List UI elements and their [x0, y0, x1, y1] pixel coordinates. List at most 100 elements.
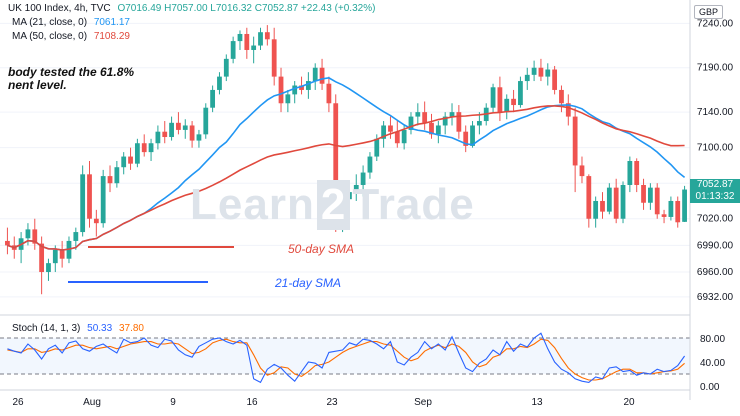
candle-body: [312, 67, 318, 82]
candle-body: [394, 131, 400, 144]
candle-body: [429, 122, 434, 135]
ma21-legend[interactable]: MA (21, close, 0) 7061.17: [12, 17, 130, 28]
candle-body: [100, 176, 106, 224]
time-tick-label: Aug: [83, 397, 101, 408]
price-tick-label: 6960.00: [697, 267, 734, 278]
note-line-2: nent level.: [8, 78, 67, 92]
candle-body: [121, 156, 127, 168]
candle-body: [271, 39, 277, 77]
ma50-label: MA (50, close, 0): [12, 31, 88, 42]
candle-body: [278, 76, 284, 104]
candle-body: [196, 134, 202, 141]
time-tick-label: 13: [531, 397, 543, 408]
candle-body: [230, 41, 236, 59]
candle-body: [251, 45, 257, 50]
candle-body: [162, 131, 168, 138]
candle-body: [237, 33, 243, 42]
candle-body: [217, 76, 222, 90]
ohlc-readout: O7016.49 H7057.00 L7016.32 C7052.87 +22.…: [117, 3, 376, 14]
candle-body: [5, 240, 10, 246]
candle-body: [299, 85, 304, 90]
candle-body: [559, 89, 564, 104]
candle-body: [476, 121, 482, 126]
candle-body: [586, 176, 592, 219]
candle-body: [600, 200, 605, 212]
candle-body: [572, 116, 578, 166]
candle-body: [39, 243, 45, 273]
candle-body: [148, 143, 154, 153]
candle-body: [169, 122, 174, 138]
candle-body: [627, 161, 633, 185]
bar-countdown-tag: 01:13:32: [690, 191, 740, 203]
note-line-1: body tested the 61.8%: [8, 65, 135, 79]
stoch-tick-label: 80.00: [700, 334, 725, 345]
time-tick-label: 20: [623, 397, 635, 408]
candle-body: [93, 218, 99, 224]
candle-body: [203, 107, 209, 135]
candle-body: [80, 174, 86, 233]
candle-body: [675, 200, 681, 223]
candle-body: [25, 229, 31, 239]
candle-body: [264, 32, 270, 40]
currency-badge[interactable]: GBP: [694, 5, 724, 19]
time-tick-label: 23: [326, 397, 338, 408]
candle-body: [155, 131, 161, 144]
candle-body: [59, 249, 65, 259]
symbol-title[interactable]: UK 100 Index, 4h, TVC: [8, 3, 111, 14]
candle-body: [463, 131, 469, 146]
time-tick-label: 26: [12, 397, 24, 408]
candle-body: [606, 187, 612, 212]
price-tick-label: 6990.00: [697, 240, 734, 251]
price-tick-label: 7240.00: [697, 18, 734, 29]
moving-average-lines: [7, 77, 686, 251]
stoch-d-line: [7, 338, 685, 381]
candle-body: [305, 81, 311, 90]
ma50-legend[interactable]: MA (50, close, 0) 7108.29: [12, 31, 130, 42]
candle-body: [244, 33, 250, 50]
candle-body: [210, 89, 216, 108]
candle-body: [73, 232, 79, 241]
candle-body: [189, 125, 195, 141]
candle-body: [497, 87, 503, 113]
candle-body: [326, 83, 332, 104]
candle-body: [682, 189, 687, 222]
candle-body: [531, 67, 537, 75]
stoch-label: Stoch (14, 1, 3): [12, 323, 81, 334]
candle-body: [422, 112, 428, 123]
candle-body: [545, 69, 551, 77]
candlestick-series: [5, 25, 687, 295]
time-tick-label: Sep: [414, 397, 432, 408]
candle-body: [415, 112, 421, 117]
candle-body: [579, 165, 585, 177]
candle-body: [668, 200, 674, 217]
candle-body: [182, 125, 188, 130]
candle-body: [634, 161, 640, 185]
candle-body: [490, 87, 496, 108]
candle-body: [114, 167, 120, 184]
candle-body: [647, 187, 653, 203]
header-line: UK 100 Index, 4h, TVC O7016.49 H7057.00 …: [8, 3, 375, 14]
price-tick-label: 7020.00: [697, 214, 734, 225]
candle-body: [258, 32, 263, 46]
candle-body: [641, 184, 646, 203]
sma-guide-lines: [68, 246, 234, 283]
candle-body: [107, 176, 113, 184]
stoch-tick-label: 0.00: [700, 382, 720, 393]
ma21-value: 7061.17: [93, 17, 130, 28]
candle-body: [353, 184, 359, 193]
candle-body: [292, 85, 298, 95]
candle-body: [456, 112, 462, 132]
candle-body: [401, 129, 407, 144]
candle-body: [367, 156, 373, 173]
candle-body: [654, 187, 660, 215]
candle-body: [518, 81, 523, 106]
stoch-d-value: 37.80: [118, 323, 144, 334]
candle-body: [593, 200, 599, 219]
stoch-tick-label: 40.00: [700, 358, 725, 369]
price-tick-label: 7190.00: [697, 63, 734, 74]
stoch-legend[interactable]: Stoch (14, 1, 3) 50.33 37.80: [12, 323, 144, 334]
ma21-label: MA (21, close, 0): [12, 17, 88, 28]
candle-body: [435, 125, 441, 135]
candle-body: [442, 116, 448, 126]
